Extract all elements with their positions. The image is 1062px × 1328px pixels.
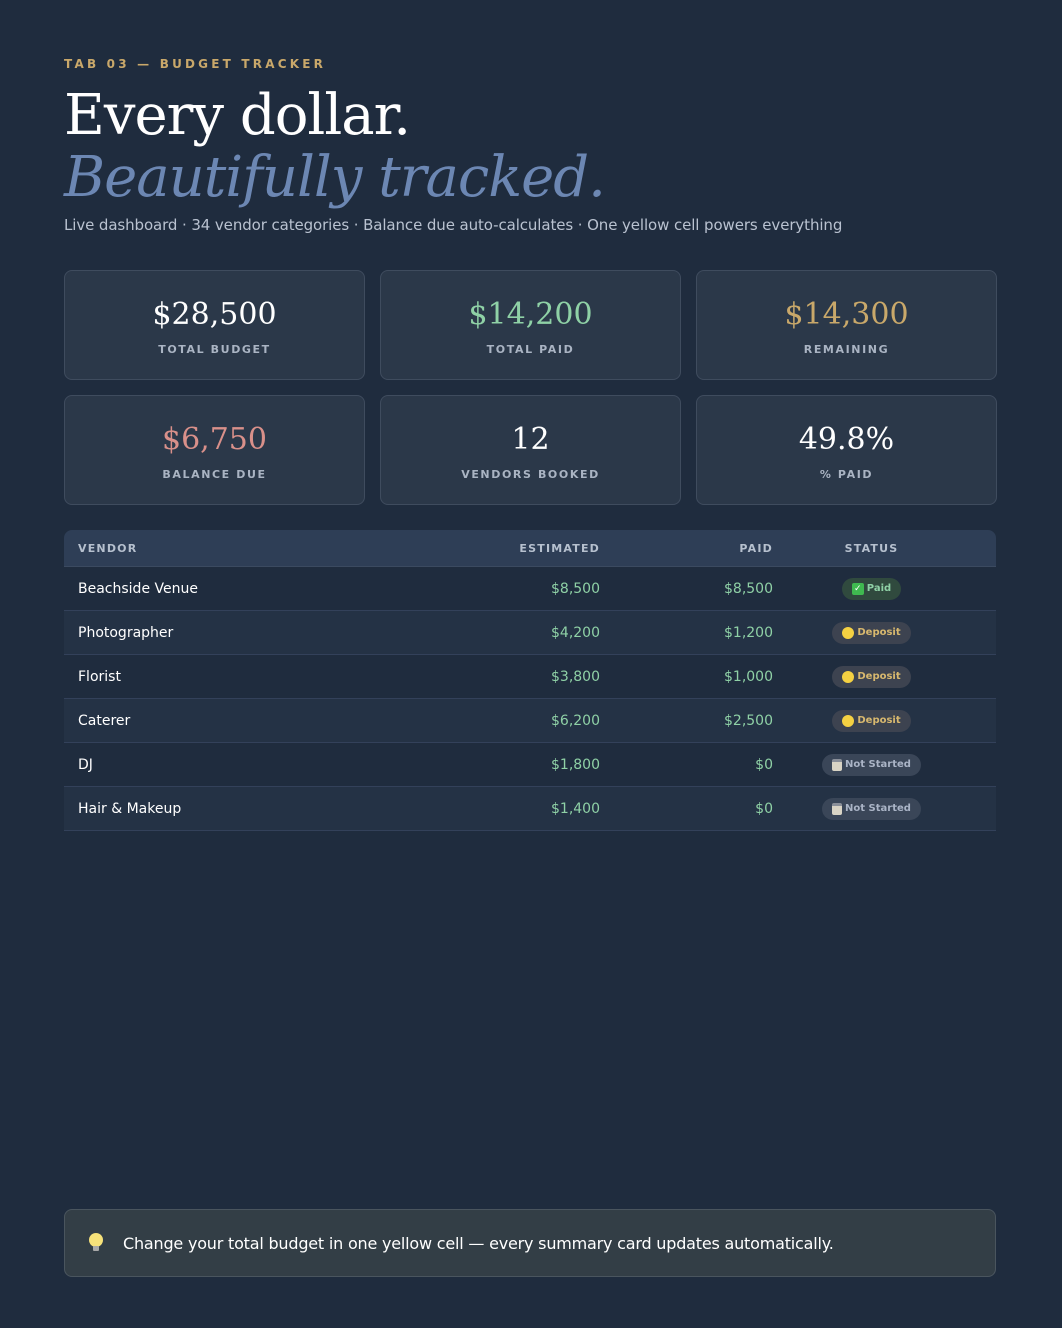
cell-status: Deposit [773, 665, 982, 688]
cell-estimated: $6,200 [551, 712, 600, 729]
tip-banner: Change your total budget in one yellow c… [64, 1209, 996, 1277]
card-value: $14,200 [468, 296, 593, 332]
status-badge: Deposit [832, 621, 911, 644]
card-label: % PAID [819, 467, 874, 481]
card-value: $28,500 [152, 296, 277, 332]
page-subtitle: Live dashboard · 34 vendor categories · … [64, 216, 843, 234]
cell-estimated: $3,800 [551, 668, 600, 685]
cell-paid: $0 [755, 800, 773, 817]
cell-estimated: $4,200 [551, 624, 600, 641]
cell-vendor: Caterer [78, 712, 131, 729]
cell-paid: $1,000 [724, 668, 773, 685]
cell-status: Deposit [773, 709, 982, 732]
cell-estimated: $1,800 [551, 756, 600, 773]
cell-paid: $8,500 [724, 580, 773, 597]
card-value: 49.8% [798, 421, 895, 457]
status-label: Deposit [857, 671, 901, 682]
table-row: Photographer $4,200 $1,200 Deposit [64, 611, 996, 655]
page-title-italic: Beautifully tracked. [64, 145, 606, 210]
summary-card-vendors-booked: 12 VENDORS BOOKED [380, 395, 681, 505]
status-label: Not Started [845, 759, 911, 770]
card-label: TOTAL PAID [486, 342, 575, 356]
card-value: 12 [511, 421, 550, 457]
cell-estimated: $1,400 [551, 800, 600, 817]
cell-paid: $1,200 [724, 624, 773, 641]
table-row: Caterer $6,200 $2,500 Deposit [64, 699, 996, 743]
card-label: REMAINING [803, 342, 890, 356]
card-value: $6,750 [162, 421, 267, 457]
cell-status: Not Started [773, 753, 982, 776]
cell-estimated: $8,500 [551, 580, 600, 597]
cell-vendor: Florist [78, 668, 121, 685]
column-header-estimated: ESTIMATED [519, 541, 600, 555]
cell-status: Deposit [773, 621, 982, 644]
table-body: Beachside Venue $8,500 $8,500 ✓ Paid Photogra… [64, 567, 996, 831]
table-row: DJ $1,800 $0 Not Started [64, 743, 996, 787]
table-row: Beachside Venue $8,500 $8,500 ✓ Paid [64, 567, 996, 611]
column-header-paid: PAID [739, 541, 773, 555]
lightbulb-icon [89, 1233, 103, 1253]
card-value: $14,300 [784, 296, 909, 332]
tip-text: Change your total budget in one yellow c… [123, 1233, 834, 1253]
cell-vendor: Hair & Makeup [78, 800, 182, 817]
cell-status: Not Started [773, 797, 982, 820]
cell-vendor: Photographer [78, 624, 174, 641]
cell-vendor: Beachside Venue [78, 580, 198, 597]
column-header-status: STATUS [844, 541, 899, 555]
yellow-circle-icon [842, 670, 855, 683]
cell-vendor: DJ [78, 756, 93, 773]
table-header: VENDOR ESTIMATED PAID STATUS [64, 530, 996, 567]
yellow-circle-icon [842, 714, 855, 727]
status-label: Not Started [845, 803, 911, 814]
status-label: Paid [866, 583, 892, 594]
status-badge: Deposit [832, 665, 911, 688]
summary-cards: $28,500 TOTAL BUDGET $14,200 TOTAL PAID … [64, 270, 997, 505]
clipboard-icon [832, 758, 843, 771]
yellow-circle-icon [842, 626, 855, 639]
table-row: Hair & Makeup $1,400 $0 Not Started [64, 787, 996, 831]
check-icon: ✓ [851, 582, 864, 595]
summary-card-balance-due: $6,750 BALANCE DUE [64, 395, 365, 505]
summary-card-remaining: $14,300 REMAINING [696, 270, 997, 380]
cell-paid: $2,500 [724, 712, 773, 729]
card-label: VENDORS BOOKED [461, 467, 600, 481]
clipboard-icon [832, 802, 843, 815]
cell-paid: $0 [755, 756, 773, 773]
vendor-table: VENDOR ESTIMATED PAID STATUS Beachside V… [64, 530, 996, 831]
tab-eyebrow: TAB 03 — BUDGET TRACKER [64, 57, 327, 71]
status-label: Deposit [857, 627, 901, 638]
card-label: TOTAL BUDGET [158, 342, 271, 356]
column-header-vendor: VENDOR [78, 541, 138, 555]
status-badge: Not Started [822, 753, 921, 776]
status-badge: ✓ Paid [841, 577, 902, 600]
page-title: Every dollar. [64, 83, 411, 148]
status-label: Deposit [857, 715, 901, 726]
status-badge: Not Started [822, 797, 921, 820]
cell-status: ✓ Paid [773, 577, 982, 600]
summary-card-percent-paid: 49.8% % PAID [696, 395, 997, 505]
status-badge: Deposit [832, 709, 911, 732]
budget-tracker-page: TAB 03 — BUDGET TRACKER Every dollar. Be… [64, 0, 997, 1328]
summary-card-total-paid: $14,200 TOTAL PAID [380, 270, 681, 380]
card-label: BALANCE DUE [162, 467, 267, 481]
summary-card-total-budget: $28,500 TOTAL BUDGET [64, 270, 365, 380]
table-row: Florist $3,800 $1,000 Deposit [64, 655, 996, 699]
